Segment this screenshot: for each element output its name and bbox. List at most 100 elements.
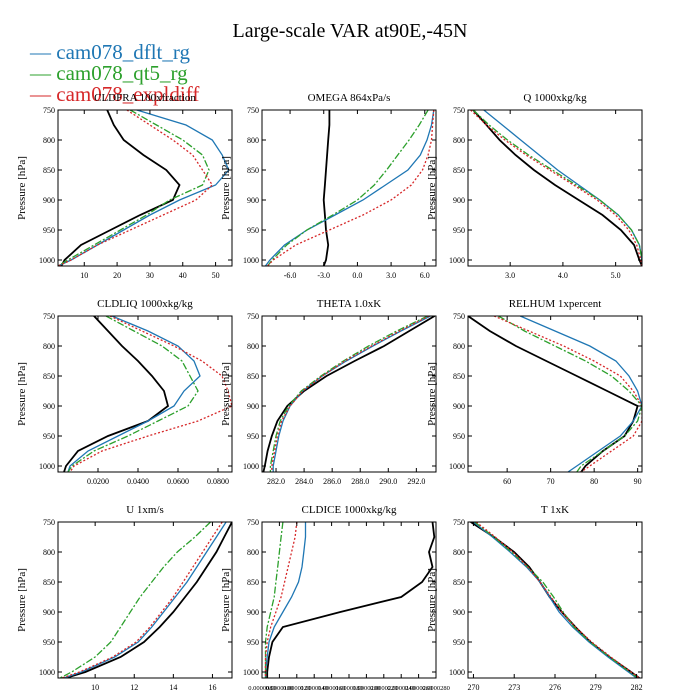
y-tick-label: 950 <box>453 432 465 441</box>
y-tick-label: 800 <box>43 342 55 351</box>
x-tick-label: 282.0 <box>267 477 285 486</box>
x-tick-label: 0.0000080 <box>248 685 276 692</box>
x-tick-label: 6.0 <box>420 271 430 280</box>
panel-7: U 1xm/s Pressure [hPa] 750 800 850 900 950 1000… <box>16 504 233 692</box>
y-tick-label: 1000 <box>39 256 55 265</box>
panel-8: CLDICE 1000xkg/kg Pressure [hPa] 750 800 850… <box>220 504 450 692</box>
y-tick-label: 900 <box>453 196 465 205</box>
panel-3: Q 1000xkg/kg Pressure [hPa] 750 800 850 900 95… <box>426 92 643 280</box>
series-line-cam078_dflt_rg <box>483 110 642 264</box>
y-tick-label: 750 <box>43 312 55 321</box>
x-tick-label: 5.0 <box>611 271 621 280</box>
y-tick-label: 750 <box>43 518 55 527</box>
y-tick-label: 850 <box>453 166 465 175</box>
plot-frame <box>57 315 233 473</box>
x-tick-label: 279 <box>590 683 602 692</box>
series-line-reference <box>262 316 436 472</box>
y-axis-label: Pressure [hPa] <box>16 362 28 426</box>
series-line-reference <box>63 316 170 472</box>
y-tick-label: 750 <box>453 106 465 115</box>
x-tick-label: -6.0 <box>284 271 297 280</box>
legend-entry-2: — cam078_qt5_rg <box>30 63 199 84</box>
series-line-cam078_dflt_rg <box>272 316 431 472</box>
y-tick-label: 750 <box>43 106 55 115</box>
panel-6: RELHUM 1xpercent Pressure [hPa] 750 800 850 9… <box>426 298 643 486</box>
x-tick-label: 290.0 <box>379 477 397 486</box>
series-line-cam078_expldiff <box>267 110 435 266</box>
y-tick-label: 850 <box>453 372 465 381</box>
x-tick-label: 30 <box>146 271 154 280</box>
y-tick-label: 850 <box>43 166 55 175</box>
y-tick-label: 800 <box>43 136 55 145</box>
plot-frame <box>467 109 643 267</box>
x-tick-label: 0.0200 <box>87 477 109 486</box>
series-line-cam078_qt5_rg <box>267 110 429 266</box>
y-tick-label: 1000 <box>243 462 259 471</box>
x-tick-label: 0.0000140 <box>300 685 328 692</box>
x-tick-label: 80 <box>590 477 598 486</box>
y-tick-label: 850 <box>453 578 465 587</box>
series-line-cam078_qt5_rg <box>498 316 642 472</box>
x-tick-label: 0.0000280 <box>422 685 450 692</box>
series-line-cam078_dflt_rg <box>63 522 227 678</box>
y-tick-label: 1000 <box>243 256 259 265</box>
series-line-reference <box>60 110 181 266</box>
legend-label-2: cam078_qt5_rg <box>56 61 188 85</box>
plot-frame <box>261 521 437 679</box>
plot-frame <box>467 315 643 473</box>
series-line-cam078_expldiff <box>264 522 298 678</box>
legend: — cam078_dflt_rg — cam078_qt5_rg — cam07… <box>30 42 199 105</box>
legend-line-2: — <box>30 61 57 85</box>
x-tick-label: 0.0000220 <box>370 685 398 692</box>
series-line-cam078_qt5_rg <box>472 110 642 264</box>
series-line-reference <box>266 522 436 678</box>
x-tick-label: 20 <box>113 271 121 280</box>
x-tick-label: 10 <box>80 271 88 280</box>
series-line-reference <box>468 316 639 472</box>
plot-frame <box>467 521 643 679</box>
y-tick-label: 750 <box>453 312 465 321</box>
y-tick-label: 1000 <box>449 462 465 471</box>
series-line-cam078_expldiff <box>475 522 640 678</box>
x-tick-label: 14 <box>169 683 177 692</box>
y-tick-label: 850 <box>43 578 55 587</box>
y-tick-label: 950 <box>247 226 259 235</box>
x-tick-label: -3.0 <box>317 271 330 280</box>
y-axis-label: Pressure [hPa] <box>426 568 438 632</box>
y-tick-label: 950 <box>247 432 259 441</box>
x-tick-label: 270 <box>467 683 479 692</box>
x-tick-label: 284.0 <box>295 477 313 486</box>
series-line-reference <box>65 522 232 678</box>
y-tick-label: 800 <box>453 136 465 145</box>
y-tick-label: 750 <box>247 106 259 115</box>
series-line-cam078_qt5_rg <box>264 522 284 678</box>
plot-frame <box>57 109 233 267</box>
panel-title: OMEGA 864xPa/s <box>308 92 391 104</box>
panel-2: OMEGA 864xPa/s Pressure [hPa] 750 800 850 900… <box>220 92 437 280</box>
x-tick-label: 3.0 <box>386 271 396 280</box>
panel-title: CLDICE 1000xkg/kg <box>301 504 397 516</box>
y-tick-label: 950 <box>43 226 55 235</box>
panel-title: U 1xm/s <box>126 504 164 516</box>
legend-entry-3: — cam078_expldiff <box>30 84 199 105</box>
x-tick-label: 10 <box>91 683 99 692</box>
x-tick-label: 0.0800 <box>207 477 229 486</box>
y-axis-label: Pressure [hPa] <box>426 362 438 426</box>
x-tick-label: 0.0000180 <box>335 685 363 692</box>
x-tick-label: 70 <box>547 477 555 486</box>
x-tick-label: 0.0000160 <box>318 685 346 692</box>
figure-title: Large-scale VAR at90E,-45N <box>232 20 468 42</box>
panel-title: T 1xK <box>541 504 569 516</box>
y-tick-label: 800 <box>453 342 465 351</box>
x-tick-label: 0.0000120 <box>283 685 311 692</box>
y-axis-label: Pressure [hPa] <box>16 156 28 220</box>
y-tick-label: 900 <box>453 608 465 617</box>
y-tick-label: 750 <box>247 312 259 321</box>
y-tick-label: 850 <box>247 166 259 175</box>
panel-title: CLDFRA 100xfraction <box>94 92 196 104</box>
y-tick-label: 1000 <box>39 668 55 677</box>
y-tick-label: 1000 <box>449 668 465 677</box>
series-line-cam078_expldiff <box>61 522 223 678</box>
series-line-cam078_qt5_rg <box>67 316 199 472</box>
y-tick-label: 900 <box>247 196 259 205</box>
